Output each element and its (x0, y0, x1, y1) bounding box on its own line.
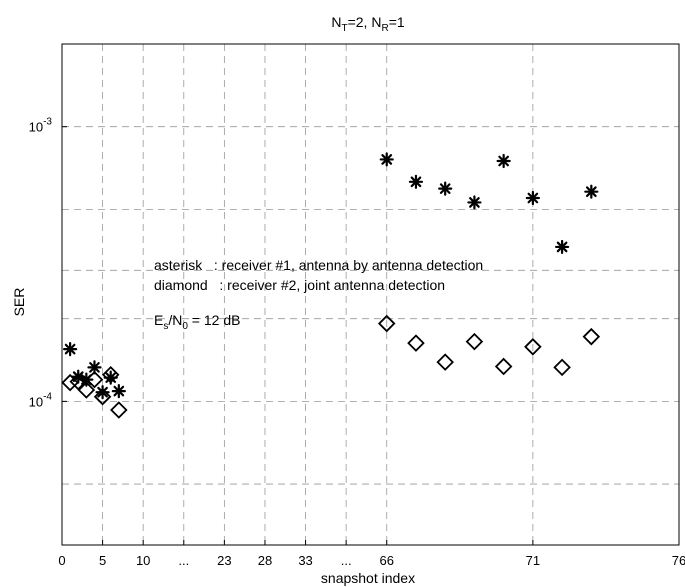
legend-diamond-note: diamond : receiver #2, joint antenna det… (154, 277, 445, 293)
diamond-point (494, 357, 513, 376)
asterisk-point (379, 152, 394, 167)
diamond-point (407, 334, 425, 352)
diamond-point (524, 338, 542, 356)
diamond-point (377, 314, 396, 333)
diamond-point (93, 387, 112, 406)
x-tick-label: 23 (217, 553, 231, 568)
y-axis-ticks: 10-3 10-4 (29, 117, 67, 409)
es-n0-annotation: Es/N0 = 12 dB (154, 312, 240, 332)
diamond-point (465, 332, 484, 351)
x-tick-label: 10 (136, 553, 150, 568)
diamond-point (69, 372, 88, 391)
x-axis-ticks: 0 5 10... 23 28 33... 66 71 76 (58, 540, 685, 568)
diamond-point (77, 381, 96, 399)
asterisk-point (467, 195, 482, 210)
x-tick-label: 5 (99, 553, 106, 568)
diamond-point (61, 373, 79, 392)
plot-frame (61, 43, 680, 546)
x-tick-label: ... (178, 553, 189, 568)
asterisk-point (63, 341, 78, 357)
diamond-point (436, 353, 454, 371)
asterisk-point (111, 383, 126, 399)
y-tick-label: 10-3 (29, 117, 53, 135)
x-tick-label: 71 (526, 553, 540, 568)
x-tick-label: 66 (380, 553, 394, 568)
diamond-point (101, 365, 120, 384)
x-tick-label: 76 (672, 553, 685, 568)
x-axis-label: snapshot index (321, 570, 415, 586)
asterisk-point (496, 153, 511, 169)
diamond-point (110, 401, 128, 419)
x-tick-label: ... (341, 553, 352, 568)
data-points (61, 152, 601, 419)
x-tick-label: 28 (258, 553, 272, 568)
asterisk-point (554, 239, 570, 255)
asterisk-point (408, 174, 424, 189)
chart-title: NT=2, NR=1 (331, 14, 405, 34)
asterisk-point (584, 184, 599, 199)
y-axis-label: SER (11, 288, 27, 317)
x-tick-label: 0 (58, 553, 65, 568)
x-tick-label: 33 (298, 553, 312, 568)
diamond-point (85, 370, 104, 389)
asterisk-point (525, 190, 540, 206)
diamond-point (582, 327, 601, 346)
diamond-point (553, 358, 571, 377)
y-tick-label: 10-4 (29, 391, 53, 409)
grid-lines (62, 44, 679, 545)
asterisk-point (438, 181, 453, 196)
legend-asterisk-note: asterisk : receiver #1, antenna by anten… (154, 257, 483, 273)
